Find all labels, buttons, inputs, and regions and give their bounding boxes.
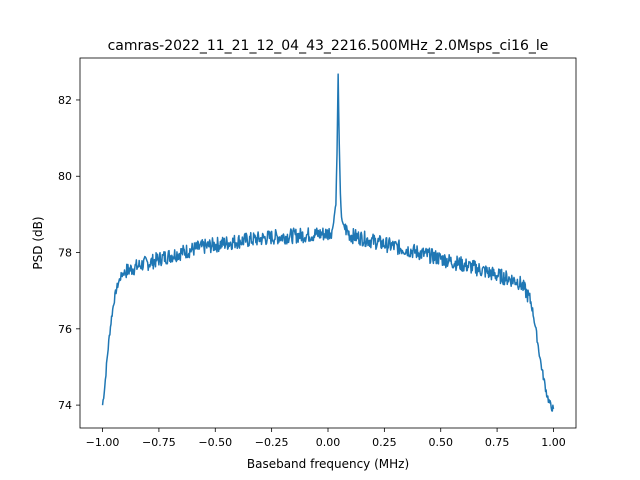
x-tick-label: 0.50	[428, 436, 453, 449]
x-tick-label: 1.00	[541, 436, 566, 449]
x-axis-label: Baseband frequency (MHz)	[247, 457, 409, 471]
y-tick-label: 80	[58, 170, 72, 183]
plot-area	[80, 58, 576, 428]
x-tick-label: −0.25	[255, 436, 289, 449]
psd-series-line	[101, 73, 555, 412]
x-tick-label: −0.50	[198, 436, 232, 449]
axes-frame	[79, 57, 577, 429]
y-tick-label: 78	[58, 247, 72, 260]
y-tick-label: 76	[58, 323, 72, 336]
x-tick-label: −0.75	[142, 436, 176, 449]
x-tick-label: 0.00	[316, 436, 341, 449]
y-axis-ticks: 74 76 78 80 82	[58, 94, 80, 412]
y-axis-label: PSD (dB)	[31, 216, 45, 269]
x-axis-ticks: −1.00 −0.75 −0.50 −0.25 0.00 0.25 0.50 0.75 1.00	[86, 428, 566, 449]
y-tick-label: 74	[58, 399, 72, 412]
x-tick-label: −1.00	[86, 436, 120, 449]
x-tick-label: 0.25	[372, 436, 397, 449]
x-tick-label: 0.75	[485, 436, 510, 449]
y-tick-label: 82	[58, 94, 72, 107]
chart-title: camras-2022_11_21_12_04_43_2216.500MHz_2…	[108, 38, 549, 54]
